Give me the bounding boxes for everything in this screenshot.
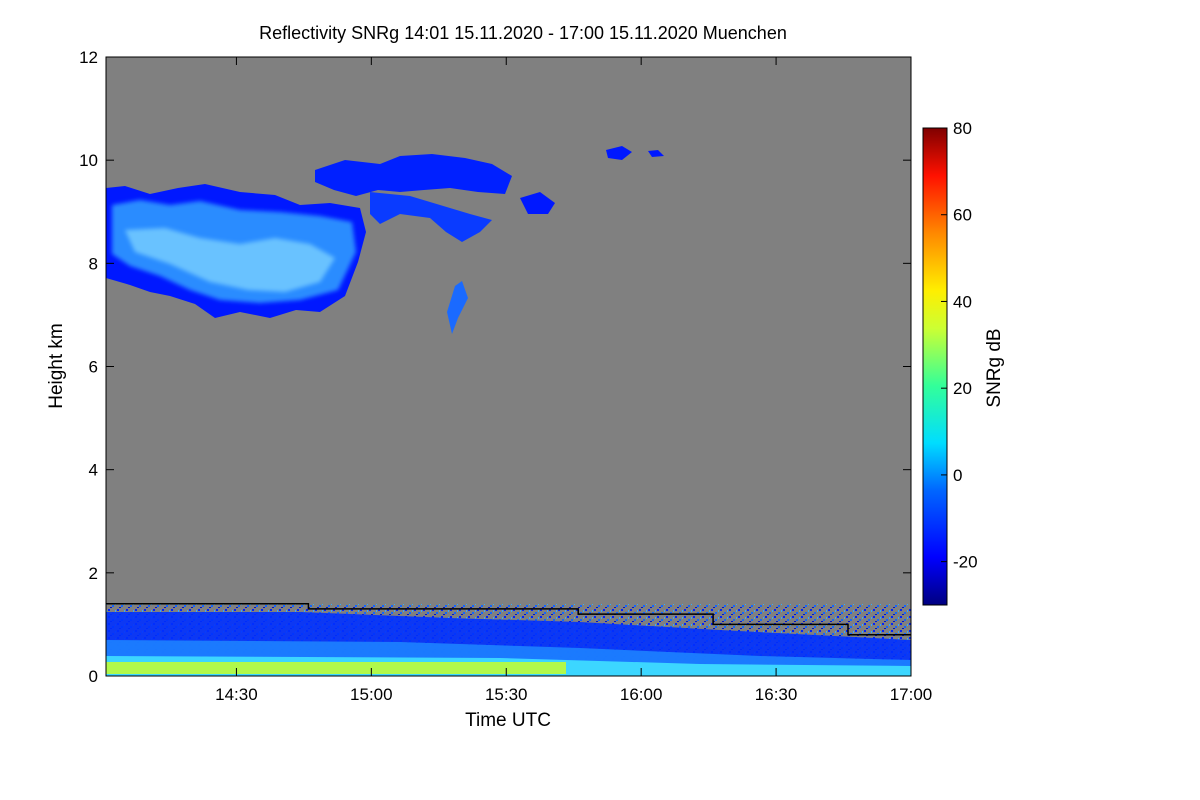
colorbar-tick-label: 40 (953, 292, 972, 311)
cloud-region-high-fragment (606, 146, 632, 160)
colorbar-tick-label: 0 (953, 466, 962, 485)
y-tick-label: 6 (89, 358, 98, 377)
y-tick-label: 12 (79, 48, 98, 67)
y-axis: 0 2 4 6 8 10 12 (79, 48, 911, 686)
y-tick-label: 8 (89, 254, 98, 273)
x-tick-label: 17:00 (890, 685, 933, 704)
cloud-region-fallstreak (447, 281, 468, 334)
y-axis-label: Height km (46, 323, 67, 409)
plot-area (105, 56, 912, 677)
boundary-layer-top-line (106, 603, 911, 636)
colorbar-gradient (922, 127, 948, 606)
x-tick-label: 14:30 (215, 685, 258, 704)
colorbar-tick-label: 20 (953, 379, 972, 398)
cloud-region-small-patch (520, 192, 555, 214)
x-axis-label: Time UTC (465, 710, 551, 731)
x-axis: 14:30 15:00 15:30 16:00 16:30 17:00 (215, 57, 932, 704)
y-tick-label: 0 (89, 667, 98, 686)
colorbar-tick-label: -20 (953, 553, 978, 572)
y-tick-label: 2 (89, 564, 98, 583)
cloud-region-upper-east (315, 154, 512, 196)
boundary-layer-echoes (106, 604, 911, 676)
x-tick-label: 15:30 (485, 685, 528, 704)
colorbar-label: SNRg dB (984, 328, 1005, 407)
x-tick-label: 16:00 (620, 685, 663, 704)
ground-band (106, 662, 566, 674)
cloud-region-upper-bright (125, 228, 335, 292)
chart-title: Reflectivity SNRg 14:01 15.11.2020 - 17:… (259, 23, 787, 43)
no-signal-background (106, 57, 911, 676)
colorbar-tick-label: 80 (953, 119, 972, 138)
x-tick-label: 16:30 (755, 685, 798, 704)
x-tick-label: 15:00 (350, 685, 393, 704)
colorbar: -20 0 20 40 60 80 SNRg dB (922, 119, 1005, 606)
colorbar-ticks: -20 0 20 40 60 80 (941, 119, 978, 572)
y-tick-label: 4 (89, 461, 98, 480)
y-tick-label: 10 (79, 151, 98, 170)
colorbar-tick-label: 60 (953, 206, 972, 225)
cloud-region-high-fragment-2 (648, 150, 664, 157)
cloud-echoes (106, 146, 911, 676)
cloud-region-upper-tail (370, 192, 492, 242)
